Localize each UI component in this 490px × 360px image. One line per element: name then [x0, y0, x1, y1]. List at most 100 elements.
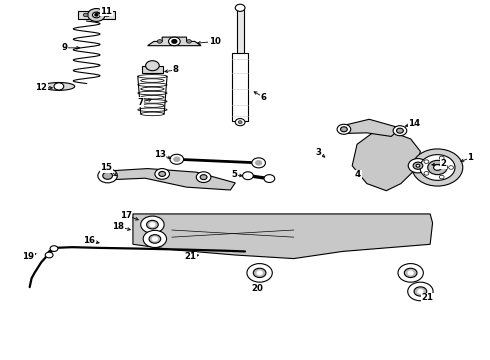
Circle shape — [412, 149, 463, 186]
Text: 11: 11 — [100, 7, 112, 16]
Text: 18: 18 — [112, 222, 124, 231]
Circle shape — [256, 161, 262, 165]
Circle shape — [408, 282, 433, 301]
Circle shape — [434, 165, 441, 170]
Ellipse shape — [141, 112, 164, 116]
Ellipse shape — [138, 108, 167, 112]
Circle shape — [243, 172, 253, 180]
Ellipse shape — [138, 100, 167, 103]
Polygon shape — [340, 119, 401, 136]
Text: 15: 15 — [100, 163, 112, 172]
Ellipse shape — [141, 95, 164, 99]
Text: 5: 5 — [231, 170, 237, 179]
Circle shape — [253, 268, 266, 278]
Circle shape — [337, 124, 351, 134]
Polygon shape — [147, 37, 201, 46]
Circle shape — [105, 13, 110, 17]
Circle shape — [408, 271, 413, 275]
Text: 21: 21 — [184, 252, 196, 261]
Circle shape — [424, 172, 429, 175]
Circle shape — [146, 61, 159, 71]
Text: 1: 1 — [467, 153, 473, 162]
Circle shape — [95, 14, 98, 16]
Circle shape — [439, 175, 444, 179]
Polygon shape — [352, 130, 420, 191]
Circle shape — [264, 175, 275, 183]
Circle shape — [187, 40, 192, 43]
Circle shape — [238, 121, 242, 123]
Circle shape — [439, 156, 444, 160]
Text: 17: 17 — [120, 211, 132, 220]
Circle shape — [416, 164, 420, 167]
Text: 14: 14 — [409, 119, 420, 128]
Text: 7: 7 — [137, 98, 143, 107]
Text: 6: 6 — [261, 93, 267, 102]
Circle shape — [200, 175, 207, 180]
Circle shape — [170, 154, 184, 164]
Bar — [78, 12, 115, 18]
Bar — [142, 66, 163, 73]
Text: 21: 21 — [422, 293, 434, 302]
Ellipse shape — [141, 104, 164, 107]
Circle shape — [393, 126, 407, 136]
Circle shape — [143, 230, 167, 248]
Circle shape — [428, 160, 447, 175]
Circle shape — [408, 158, 428, 173]
Text: 4: 4 — [355, 170, 361, 179]
Polygon shape — [133, 214, 433, 258]
Ellipse shape — [138, 83, 167, 86]
Circle shape — [50, 246, 58, 251]
Circle shape — [413, 162, 423, 169]
Text: 19: 19 — [22, 252, 34, 261]
Circle shape — [235, 4, 245, 12]
Text: 3: 3 — [315, 148, 321, 157]
Circle shape — [88, 9, 105, 21]
Circle shape — [404, 268, 417, 278]
Circle shape — [174, 157, 180, 161]
Circle shape — [449, 166, 454, 169]
Circle shape — [157, 40, 162, 43]
Circle shape — [155, 168, 170, 179]
Text: 2: 2 — [441, 159, 447, 168]
Circle shape — [93, 12, 100, 18]
Circle shape — [172, 40, 177, 43]
Text: 8: 8 — [173, 66, 179, 75]
Circle shape — [414, 287, 427, 296]
Ellipse shape — [141, 87, 164, 91]
Circle shape — [150, 223, 155, 226]
Ellipse shape — [141, 79, 164, 82]
Circle shape — [54, 83, 64, 90]
Circle shape — [149, 235, 161, 243]
Circle shape — [98, 168, 117, 183]
Text: 10: 10 — [209, 37, 221, 46]
Circle shape — [252, 158, 266, 168]
Circle shape — [141, 216, 164, 233]
Ellipse shape — [43, 82, 74, 90]
Circle shape — [83, 13, 88, 17]
Circle shape — [196, 172, 211, 183]
Circle shape — [159, 171, 166, 176]
Bar — [237, 8, 244, 54]
Circle shape — [398, 264, 423, 282]
Circle shape — [424, 160, 429, 163]
Circle shape — [247, 264, 272, 282]
Circle shape — [257, 271, 262, 275]
Circle shape — [235, 118, 245, 126]
Circle shape — [45, 252, 53, 258]
Circle shape — [418, 290, 423, 293]
Circle shape — [396, 128, 403, 133]
Text: 9: 9 — [62, 43, 68, 52]
Circle shape — [103, 172, 113, 179]
Circle shape — [341, 127, 347, 132]
Text: 13: 13 — [154, 150, 166, 159]
Circle shape — [169, 37, 180, 46]
Text: 12: 12 — [35, 83, 48, 92]
Circle shape — [152, 237, 157, 241]
Bar — [232, 53, 248, 121]
Text: 20: 20 — [251, 284, 263, 293]
Circle shape — [420, 155, 455, 180]
Polygon shape — [104, 168, 235, 190]
Circle shape — [147, 220, 158, 229]
Ellipse shape — [138, 91, 167, 95]
Text: 16: 16 — [83, 236, 95, 245]
